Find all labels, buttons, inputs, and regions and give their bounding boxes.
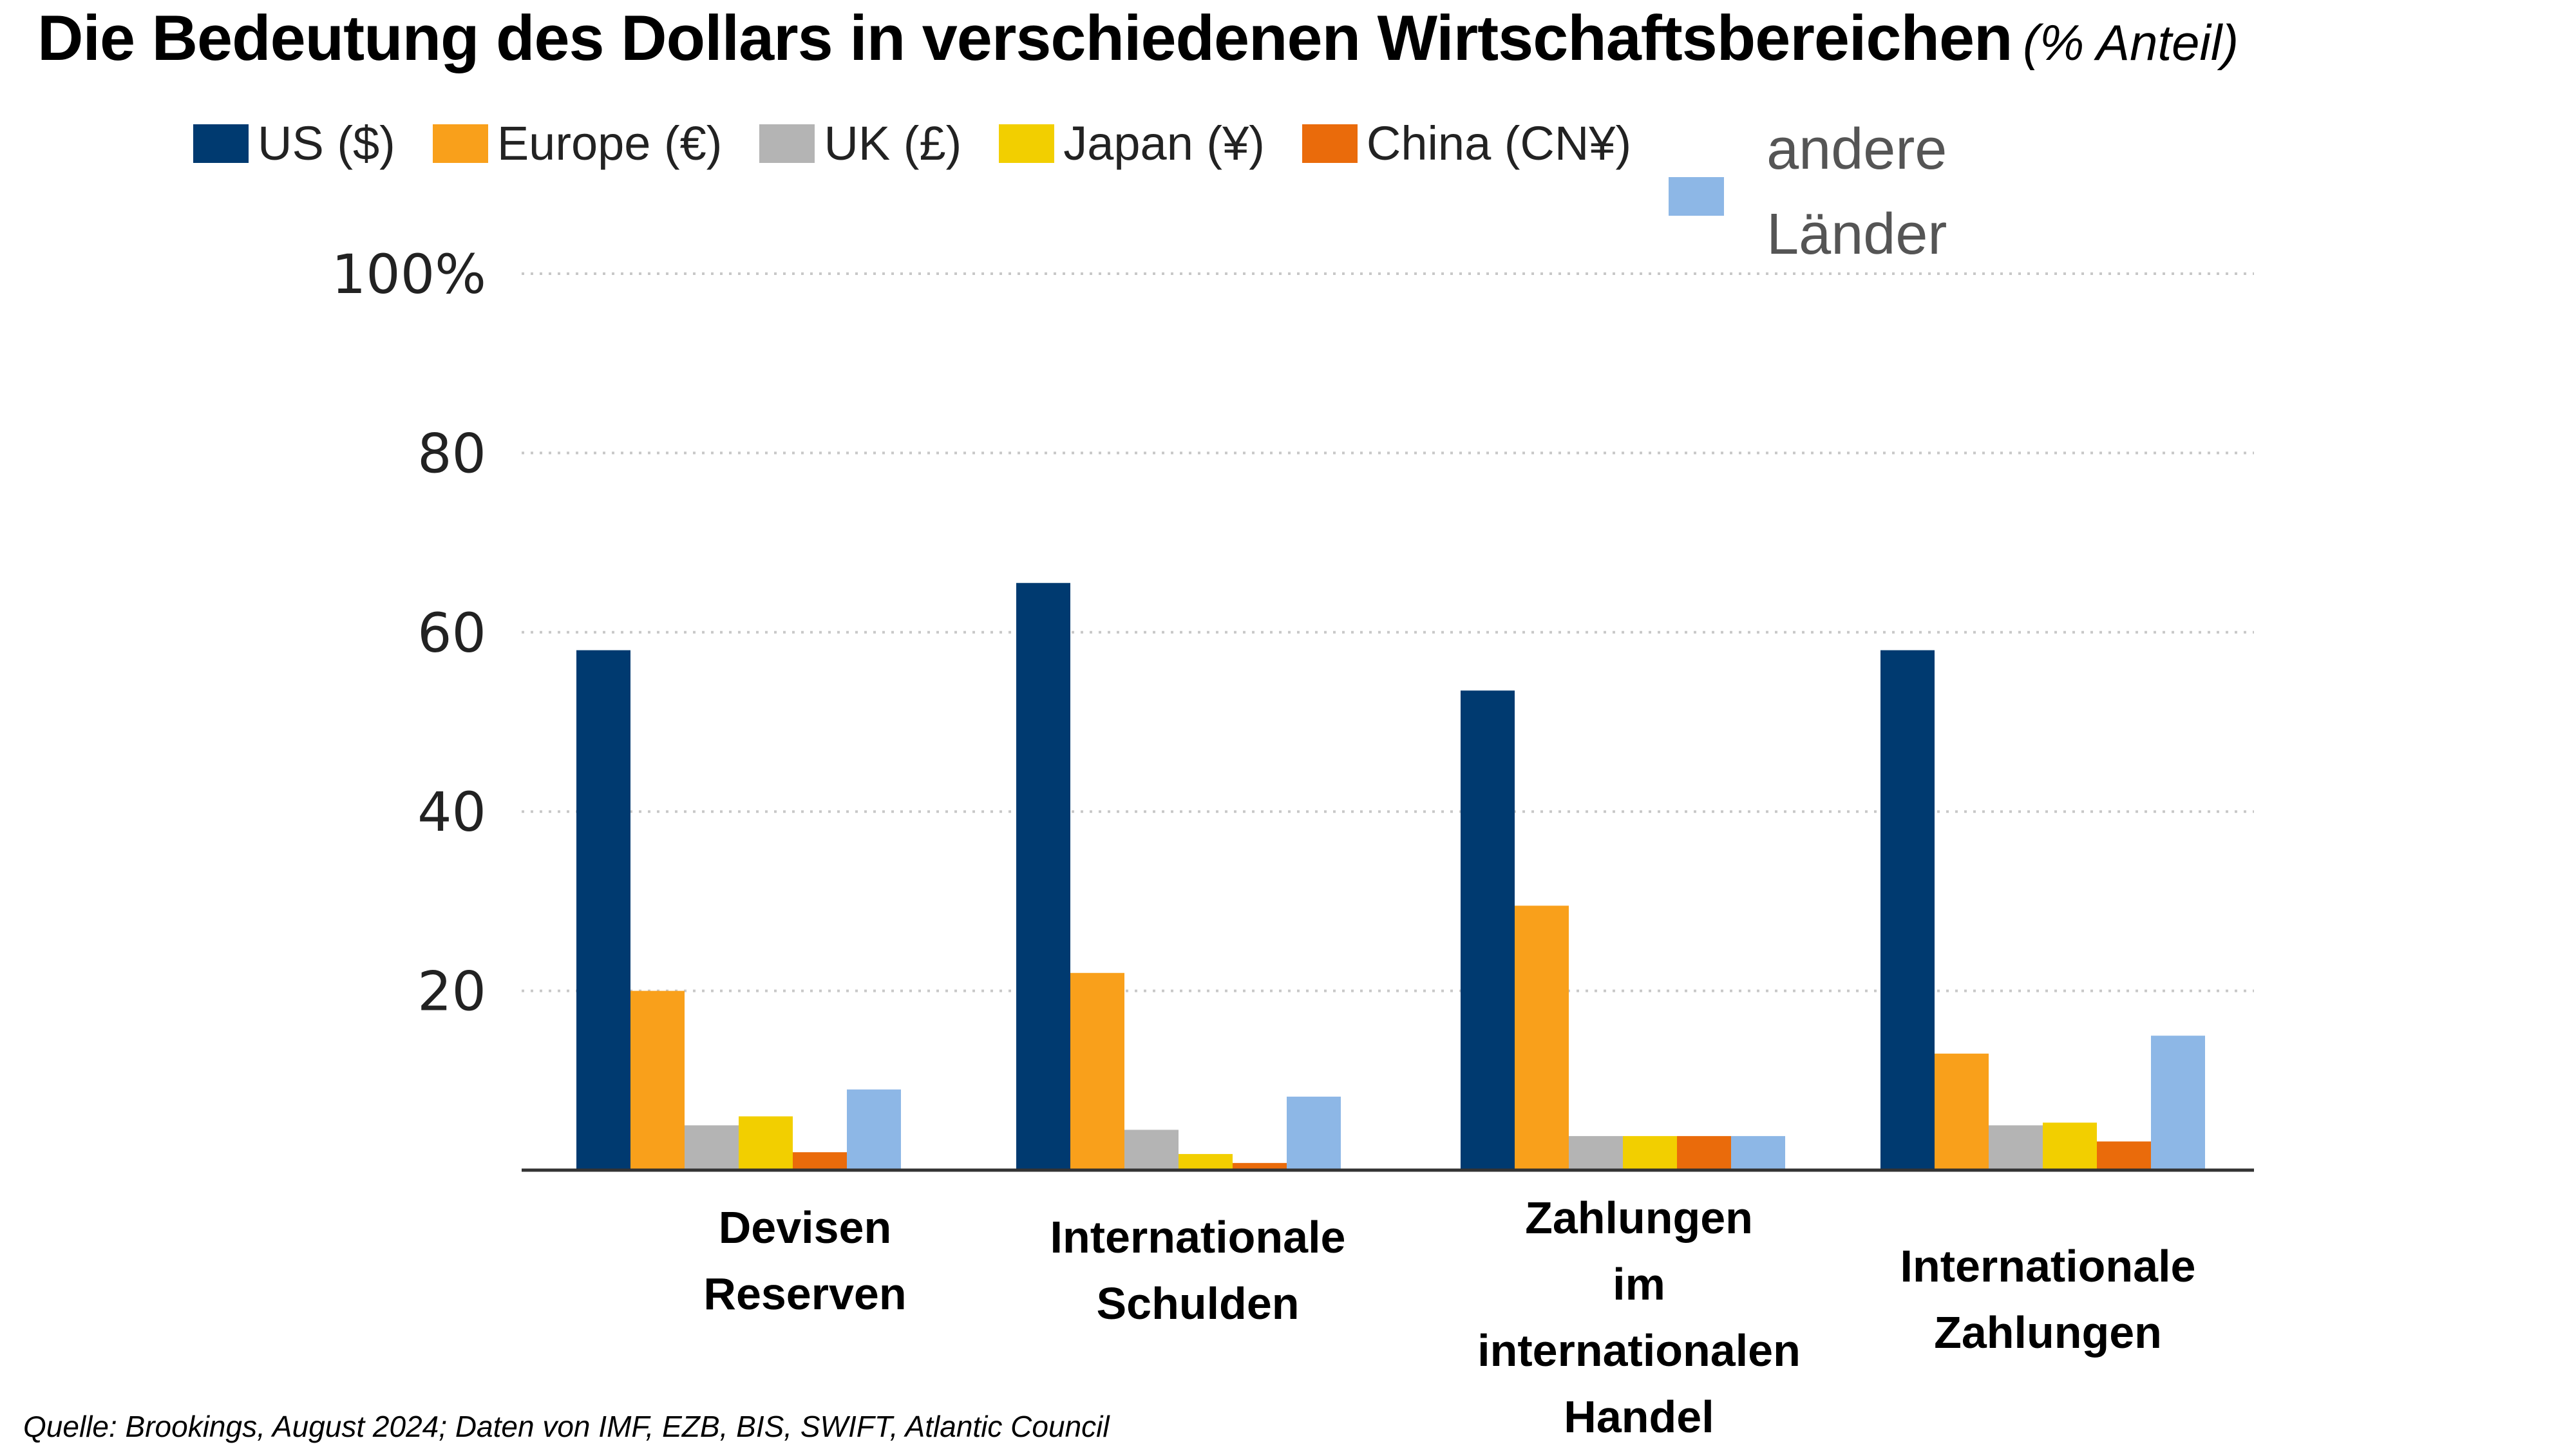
bar-us-2 <box>1016 583 1070 1170</box>
legend-swatch <box>1669 177 1725 216</box>
chart-title-main: Die Bedeutung des Dollars in verschieden… <box>37 2 2012 73</box>
chart-legend: US ($) Europe (€) UK (£) Japan (¥) China (CN… <box>193 116 2016 277</box>
bar-us-4 <box>1880 650 1935 1170</box>
bar-japan-1 <box>739 1116 793 1170</box>
chart-title: Die Bedeutung des Dollars in verschieden… <box>37 1 2239 75</box>
bar-japan-2 <box>1179 1153 1233 1170</box>
bar-china-cn-3 <box>1677 1136 1731 1170</box>
x-category-label: Reserven <box>703 1269 906 1319</box>
y-tick-label: 100% <box>332 243 486 306</box>
source-note: Quelle: Brookings, August 2024; Daten vo… <box>23 1410 1110 1443</box>
chart-subtitle: (% Anteil) <box>2022 14 2239 71</box>
legend-swatch <box>999 124 1055 163</box>
bar-europe-1 <box>630 990 685 1170</box>
legend-swatch <box>759 124 815 163</box>
bar-uk-1 <box>685 1125 739 1170</box>
legend-label: US ($) <box>258 117 395 170</box>
x-category-label: internationalen <box>1477 1325 1801 1376</box>
bar-china-cn-1 <box>793 1152 847 1170</box>
legend-item-china-cn: China (CN¥) <box>1302 116 1631 171</box>
bar-us-1 <box>576 650 630 1170</box>
bar-andere-l-nder-4 <box>2151 1036 2205 1170</box>
y-tick-label: 60 <box>417 601 486 665</box>
bar-andere-l-nder-2 <box>1287 1096 1341 1170</box>
bar-japan-3 <box>1623 1136 1677 1170</box>
bar-japan-4 <box>2043 1122 2097 1170</box>
x-category-label: Zahlungen <box>1934 1307 2162 1358</box>
bar-china-cn-4 <box>2097 1141 2151 1170</box>
legend-swatch <box>432 124 488 163</box>
x-category-label: Internationale <box>1900 1241 2196 1291</box>
x-category-label: im <box>1613 1259 1665 1309</box>
legend-item-japan: Japan (¥) <box>999 116 1265 171</box>
bar-uk-3 <box>1569 1136 1623 1170</box>
bar-europe-4 <box>1935 1054 1989 1170</box>
bar-andere-l-nder-1 <box>847 1089 901 1170</box>
legend-swatch <box>1302 124 1358 163</box>
legend-item-europe: Europe (€) <box>432 116 723 171</box>
legend-label: Japan (¥) <box>1063 117 1265 170</box>
x-category-label: Zahlungen <box>1525 1193 1753 1243</box>
legend-label: UK (£) <box>824 117 962 170</box>
x-category-label: Schulden <box>1096 1278 1299 1329</box>
x-category-label: Devisen <box>719 1202 891 1253</box>
bar-europe-2 <box>1070 972 1124 1170</box>
legend-label: Europe (€) <box>497 117 723 170</box>
bar-us-3 <box>1461 690 1515 1170</box>
y-tick-label: 80 <box>417 422 486 485</box>
legend-swatch <box>193 124 249 163</box>
legend-item-uk: UK (£) <box>759 116 961 171</box>
x-category-label: Internationale <box>1050 1212 1346 1262</box>
bar-uk-4 <box>1989 1125 2043 1170</box>
x-category-label: Handel <box>1564 1392 1714 1442</box>
y-tick-label: 40 <box>417 781 486 844</box>
bar-uk-2 <box>1124 1130 1179 1170</box>
bar-europe-3 <box>1515 905 1569 1170</box>
legend-item-us: US ($) <box>193 116 395 171</box>
legend-label: China (CN¥) <box>1366 117 1632 170</box>
legend-item-andere-l-nder: andere Länder <box>1669 116 1979 277</box>
bar-andere-l-nder-3 <box>1731 1136 1785 1170</box>
bar-china-cn-2 <box>1233 1162 1287 1170</box>
legend-label: andere Länder <box>1766 117 1947 267</box>
y-tick-label: 20 <box>417 960 486 1023</box>
